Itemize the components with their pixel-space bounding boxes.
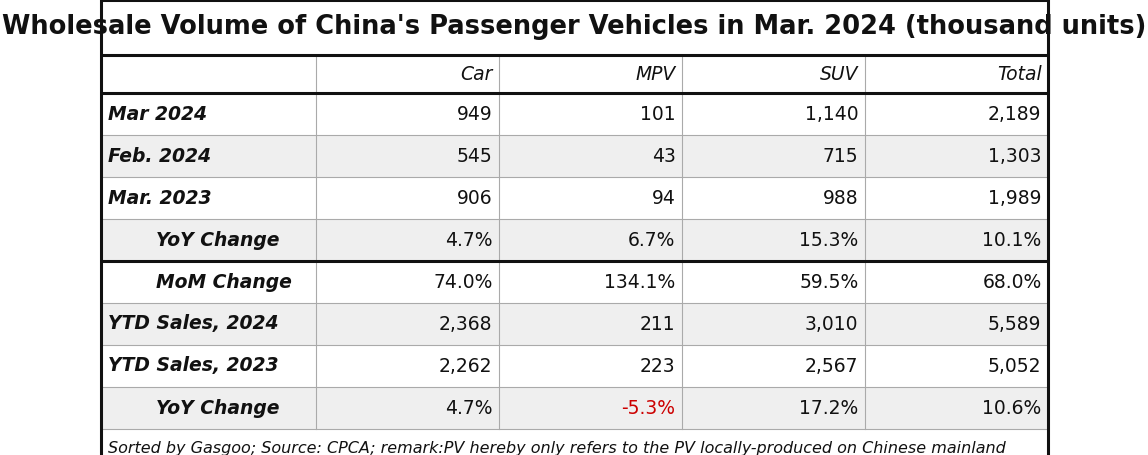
- Text: Sorted by Gasgoo; Source: CPCA; remark:PV hereby only refers to the PV locally-p: Sorted by Gasgoo; Source: CPCA; remark:P…: [109, 440, 1007, 455]
- Bar: [101, 345, 1047, 387]
- Bar: [101, 303, 1047, 345]
- Text: Wholesale Volume of China's Passenger Vehicles in Mar. 2024 (thousand units): Wholesale Volume of China's Passenger Ve…: [2, 15, 1146, 40]
- Bar: [101, 219, 1047, 261]
- Text: -5.3%: -5.3%: [621, 399, 675, 418]
- Text: 4.7%: 4.7%: [445, 399, 492, 418]
- Text: YoY Change: YoY Change: [155, 231, 279, 249]
- Text: 2,189: 2,189: [988, 105, 1041, 123]
- Text: Car: Car: [460, 65, 492, 84]
- Text: 545: 545: [457, 147, 492, 166]
- Text: 4.7%: 4.7%: [445, 231, 492, 249]
- Bar: [101, 261, 1047, 303]
- Text: 988: 988: [823, 188, 859, 207]
- Text: MoM Change: MoM Change: [155, 273, 292, 292]
- Text: 6.7%: 6.7%: [628, 231, 675, 249]
- Text: SUV: SUV: [820, 65, 859, 84]
- Text: MPV: MPV: [635, 65, 675, 84]
- Bar: [101, 387, 1047, 429]
- Text: Mar. 2023: Mar. 2023: [109, 188, 212, 207]
- Text: YTD Sales, 2023: YTD Sales, 2023: [109, 357, 279, 375]
- Text: 10.1%: 10.1%: [983, 231, 1041, 249]
- Text: 1,989: 1,989: [988, 188, 1041, 207]
- Text: YoY Change: YoY Change: [155, 399, 279, 418]
- Text: 10.6%: 10.6%: [983, 399, 1041, 418]
- Text: 59.5%: 59.5%: [799, 273, 859, 292]
- Text: 94: 94: [652, 188, 675, 207]
- Bar: [101, 135, 1047, 177]
- Bar: [101, 429, 1047, 455]
- Text: 17.2%: 17.2%: [799, 399, 859, 418]
- Text: 74.0%: 74.0%: [433, 273, 492, 292]
- Text: 949: 949: [457, 105, 492, 123]
- Text: 3,010: 3,010: [805, 314, 859, 334]
- Text: 1,140: 1,140: [805, 105, 859, 123]
- Text: 715: 715: [823, 147, 859, 166]
- Bar: [101, 177, 1047, 219]
- Text: 134.1%: 134.1%: [604, 273, 675, 292]
- Bar: [101, 0, 1047, 55]
- Text: 1,303: 1,303: [988, 147, 1041, 166]
- Text: 2,567: 2,567: [805, 357, 859, 375]
- Text: 43: 43: [652, 147, 675, 166]
- Text: 68.0%: 68.0%: [983, 273, 1041, 292]
- Text: Feb. 2024: Feb. 2024: [109, 147, 211, 166]
- Text: 2,368: 2,368: [439, 314, 492, 334]
- Text: 101: 101: [639, 105, 675, 123]
- Bar: [101, 55, 1047, 93]
- Text: YTD Sales, 2024: YTD Sales, 2024: [109, 314, 279, 334]
- Text: 2,262: 2,262: [439, 357, 492, 375]
- Bar: [101, 93, 1047, 135]
- Text: 906: 906: [457, 188, 492, 207]
- Text: Mar 2024: Mar 2024: [109, 105, 208, 123]
- Text: 223: 223: [639, 357, 675, 375]
- Text: 5,052: 5,052: [988, 357, 1041, 375]
- Text: Total: Total: [996, 65, 1041, 84]
- Text: 15.3%: 15.3%: [799, 231, 859, 249]
- Text: 5,589: 5,589: [988, 314, 1041, 334]
- Text: 211: 211: [639, 314, 675, 334]
